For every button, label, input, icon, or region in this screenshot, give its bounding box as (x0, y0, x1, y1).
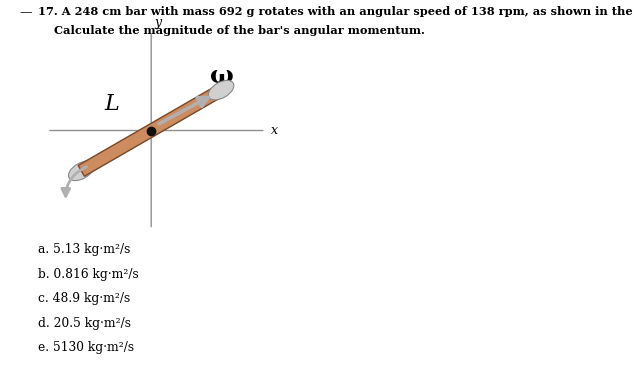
Ellipse shape (69, 161, 94, 181)
FancyArrowPatch shape (62, 167, 86, 196)
FancyArrowPatch shape (159, 97, 208, 124)
Text: Calculate the magnitude of the bar's angular momentum.: Calculate the magnitude of the bar's ang… (38, 25, 425, 35)
Text: d. 20.5 kg·m²/s: d. 20.5 kg·m²/s (38, 317, 131, 329)
Polygon shape (78, 85, 225, 176)
Text: ω: ω (210, 64, 234, 88)
Text: b. 0.816 kg·m²/s: b. 0.816 kg·m²/s (38, 268, 139, 280)
Text: y: y (155, 16, 162, 29)
Text: a. 5.13 kg·m²/s: a. 5.13 kg·m²/s (38, 243, 130, 256)
Text: 17. A 248 cm bar with mass 692 g rotates with an angular speed of 138 rpm, as sh: 17. A 248 cm bar with mass 692 g rotates… (38, 6, 636, 17)
Text: —: — (19, 6, 32, 18)
Text: e. 5130 kg·m²/s: e. 5130 kg·m²/s (38, 341, 134, 354)
Text: c. 48.9 kg·m²/s: c. 48.9 kg·m²/s (38, 292, 130, 305)
Ellipse shape (209, 80, 234, 100)
Text: L: L (105, 93, 120, 115)
Text: x: x (271, 124, 278, 137)
